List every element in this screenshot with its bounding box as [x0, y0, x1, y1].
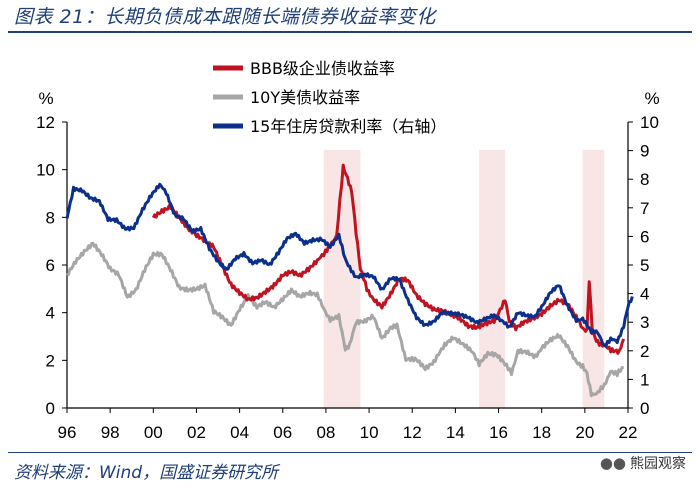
right-tick-label: 2 [640, 342, 649, 361]
x-tick-label: 08 [316, 423, 335, 442]
x-tick-label: 98 [101, 423, 120, 442]
left-axis-unit: % [38, 89, 53, 108]
x-tick-label: 02 [187, 423, 206, 442]
x-tick-label: 00 [144, 423, 163, 442]
right-tick-label: 3 [640, 313, 649, 332]
right-tick-label: 10 [640, 113, 659, 132]
legend-label-2: 10Y美债收益率 [250, 88, 360, 107]
shaded-periods [323, 150, 605, 408]
right-tick-label: 8 [640, 170, 649, 189]
right-tick-label: 5 [640, 256, 649, 275]
left-tick-label: 12 [36, 113, 55, 132]
right-tick-label: 4 [640, 285, 649, 304]
right-tick-label: 7 [640, 199, 649, 218]
legend: BBB级企业债收益率 10Y美债收益率 15年住房贷款利率（右轴） [213, 59, 446, 136]
x-tick-label: 06 [273, 423, 292, 442]
x-tick-label: 20 [575, 423, 594, 442]
series-line-3 [65, 182, 634, 348]
right-tick-label: 6 [640, 227, 649, 246]
right-tick-label: 9 [640, 142, 649, 161]
legend-label-3: 15年住房贷款利率（右轴） [250, 117, 446, 136]
shaded-period-2 [479, 150, 506, 408]
right-tick-label: 0 [640, 399, 649, 418]
left-tick-label: 10 [36, 161, 55, 180]
series-line-1 [151, 163, 626, 355]
x-tick-label: 16 [489, 423, 508, 442]
x-tick-label: 14 [446, 423, 465, 442]
page-title: 图表 21：长期负债成本跟随长端债券收益率变化 [14, 6, 436, 28]
x-tick-label: 22 [619, 423, 638, 442]
wechat-icon: ●● [599, 454, 626, 472]
series-lines [65, 163, 634, 398]
left-tick-label: 6 [46, 256, 55, 275]
x-tick-label: 18 [532, 423, 551, 442]
source-note: 资料来源：Wind，国盛证券研究所 [14, 463, 279, 483]
legend-label-1: BBB级企业债收益率 [250, 59, 395, 78]
source-divider [8, 452, 692, 453]
x-tick-label: 96 [58, 423, 77, 442]
left-tick-label: 0 [46, 399, 55, 418]
left-tick-label: 8 [46, 208, 55, 227]
title-divider [8, 31, 692, 33]
x-tick-label: 04 [230, 423, 249, 442]
watermark: ●● 熊园观察 [600, 453, 686, 473]
left-tick-label: 4 [46, 304, 55, 323]
left-tick-label: 2 [46, 351, 55, 370]
watermark-text: 熊园观察 [630, 456, 686, 472]
right-tick-label: 1 [640, 370, 649, 389]
right-axis-unit: % [644, 89, 659, 108]
series-line-2 [66, 241, 624, 398]
x-tick-label: 12 [403, 423, 422, 442]
x-tick-label: 10 [360, 423, 379, 442]
